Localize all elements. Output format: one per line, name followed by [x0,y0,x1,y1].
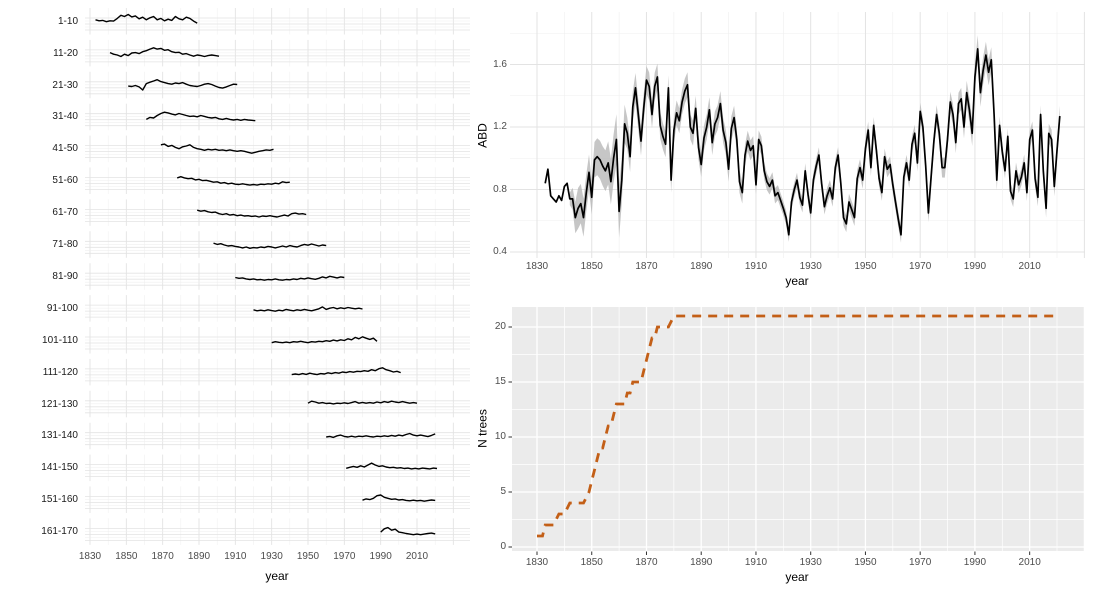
facet-series-line [213,242,327,250]
facet-series-line [235,275,345,281]
abd-panel-group [510,12,1085,258]
facet-series-line [109,47,220,58]
facet-series-line [176,175,290,186]
ntrees-panel-group [508,307,1086,555]
facet-series-line [197,209,307,218]
facet-series-line [380,526,436,536]
ntrees-x-axis-title: year [785,570,809,584]
facet-series-line [145,111,256,122]
facet-series-line [160,143,274,154]
facet-series-line [291,367,401,376]
facet-series-line [253,306,363,312]
facet-series-line [346,462,438,470]
abd-y-axis-title: ABD [475,123,490,148]
abd-x-axis-title: year [785,274,809,288]
ntrees-panel-background [512,307,1085,551]
age-facets-group [85,8,470,545]
facet-series-line [128,78,238,91]
abd-line [544,48,1061,236]
left-x-axis-title: year [265,569,289,583]
facet-series-line [307,400,418,405]
abd-ribbon [569,35,1060,243]
ntrees-step-line [537,314,1057,538]
facet-series-line [95,13,198,24]
facet-series-line [362,494,436,502]
facet-series-line [271,336,378,344]
facet-series-line [326,432,436,439]
ntrees-y-axis-title: N trees [475,409,490,448]
